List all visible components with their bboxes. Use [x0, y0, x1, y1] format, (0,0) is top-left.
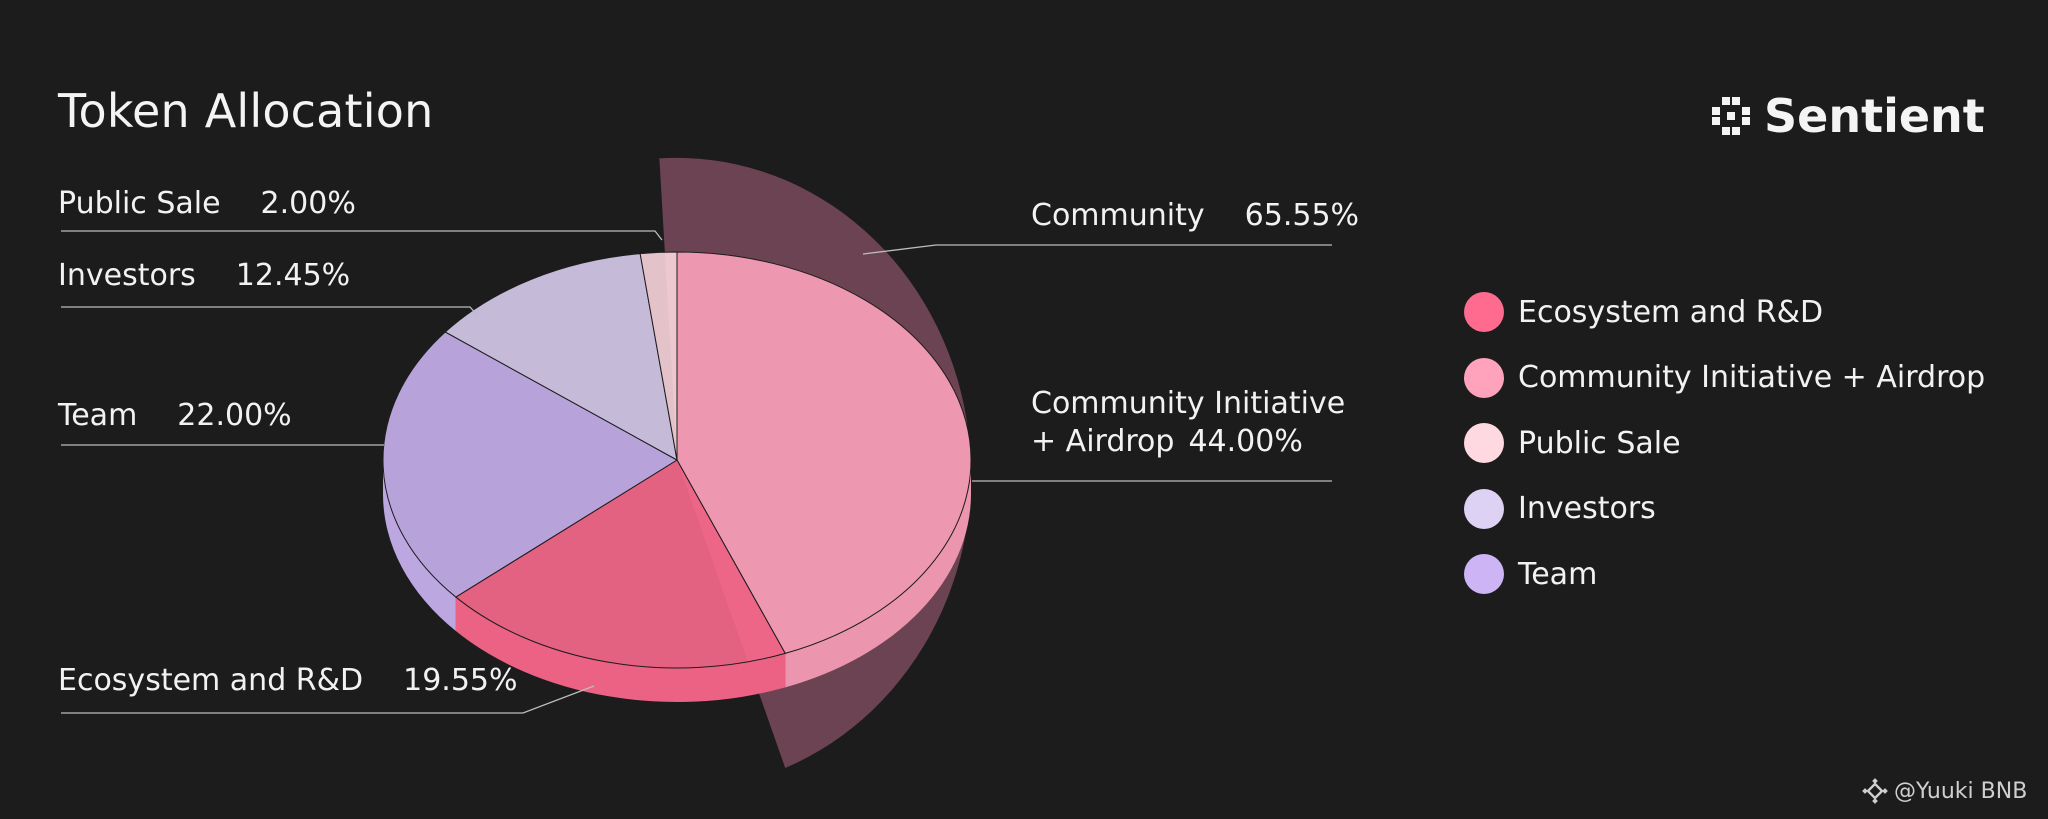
legend-swatch — [1464, 554, 1504, 594]
legend-swatch — [1464, 292, 1504, 332]
brand-logo: Sentient — [1712, 88, 1985, 144]
label-community-name: Community — [1031, 198, 1205, 233]
pie-slice-community-initiative-airdrop — [676, 251, 972, 654]
leader-public-sale — [61, 230, 663, 241]
label-investors: Investors 12.45% — [58, 258, 350, 293]
label-community-initiative: Community Initiative + Airdrop 44.00% — [1031, 385, 1345, 461]
legend-item: Team — [1464, 554, 1985, 594]
legend-swatch — [1464, 488, 1504, 529]
label-investors-name: Investors — [58, 258, 196, 293]
leader-investors — [61, 306, 479, 317]
label-community-initiative-line1: Community Initiative — [1031, 386, 1346, 421]
legend-item: Investors — [1464, 488, 1985, 529]
label-ecosystem-name: Ecosystem and R&D — [58, 663, 364, 698]
legend: Ecosystem and R&D Community Initiative +… — [1464, 292, 1985, 620]
pie-side-community-initiative-airdrop — [785, 460, 971, 688]
label-community-initiative-line2: + Airdrop — [1031, 424, 1175, 459]
label-community: Community 65.55% — [1031, 198, 1359, 233]
legend-item: Public Sale — [1464, 423, 1985, 463]
legend-item: Community Initiative + Airdrop — [1464, 357, 1986, 398]
label-team: Team 22.00% — [58, 398, 292, 433]
label-team-name: Team — [58, 398, 138, 433]
watermark: @Yuuki BNB — [1862, 778, 2027, 804]
brand-name: Sentient — [1764, 89, 1985, 143]
leader-lines — [61, 230, 1332, 714]
label-ecosystem-pct: 19.55% — [403, 663, 518, 698]
legend-label: Community Initiative + Airdrop — [1518, 360, 1986, 395]
pie-slice-team — [382, 331, 678, 598]
binance-icon — [1862, 778, 1888, 804]
chart-title: Token Allocation — [58, 84, 434, 138]
legend-swatch — [1464, 357, 1504, 398]
label-investors-pct: 12.45% — [235, 258, 351, 293]
legend-label: Team — [1518, 556, 1598, 592]
label-public-sale-pct: 2.00% — [260, 186, 356, 221]
label-public-sale-name: Public Sale — [58, 186, 221, 221]
label-community-pct: 65.55% — [1244, 198, 1360, 233]
pie-slice-ecosystem-and-r-d — [454, 459, 786, 669]
label-public-sale: Public Sale 2.00% — [58, 186, 356, 221]
leader-ecosystem — [61, 685, 595, 714]
pie-slice-investors — [444, 253, 678, 461]
label-ecosystem: Ecosystem and R&D 19.55% — [58, 663, 518, 698]
pie-side-ecosystem-and-r-d — [455, 597, 786, 702]
label-community-initiative-line2-row: + Airdrop 44.00% — [1031, 423, 1345, 461]
leader-community — [862, 244, 1332, 255]
sentient-logo-icon — [1712, 97, 1750, 135]
label-community-initiative-pct: 44.00% — [1188, 424, 1303, 459]
legend-label: Ecosystem and R&D — [1518, 294, 1824, 330]
legend-swatch — [1464, 423, 1504, 463]
legend-item: Ecosystem and R&D — [1464, 292, 1985, 332]
legend-label: Public Sale — [1518, 425, 1681, 461]
legend-label: Investors — [1518, 491, 1656, 526]
label-team-pct: 22.00% — [177, 398, 292, 433]
pie-layer — [382, 157, 972, 768]
watermark-text: @Yuuki BNB — [1894, 778, 2028, 804]
pie-side-team — [383, 460, 456, 632]
pie-slice-public-sale — [639, 251, 678, 461]
